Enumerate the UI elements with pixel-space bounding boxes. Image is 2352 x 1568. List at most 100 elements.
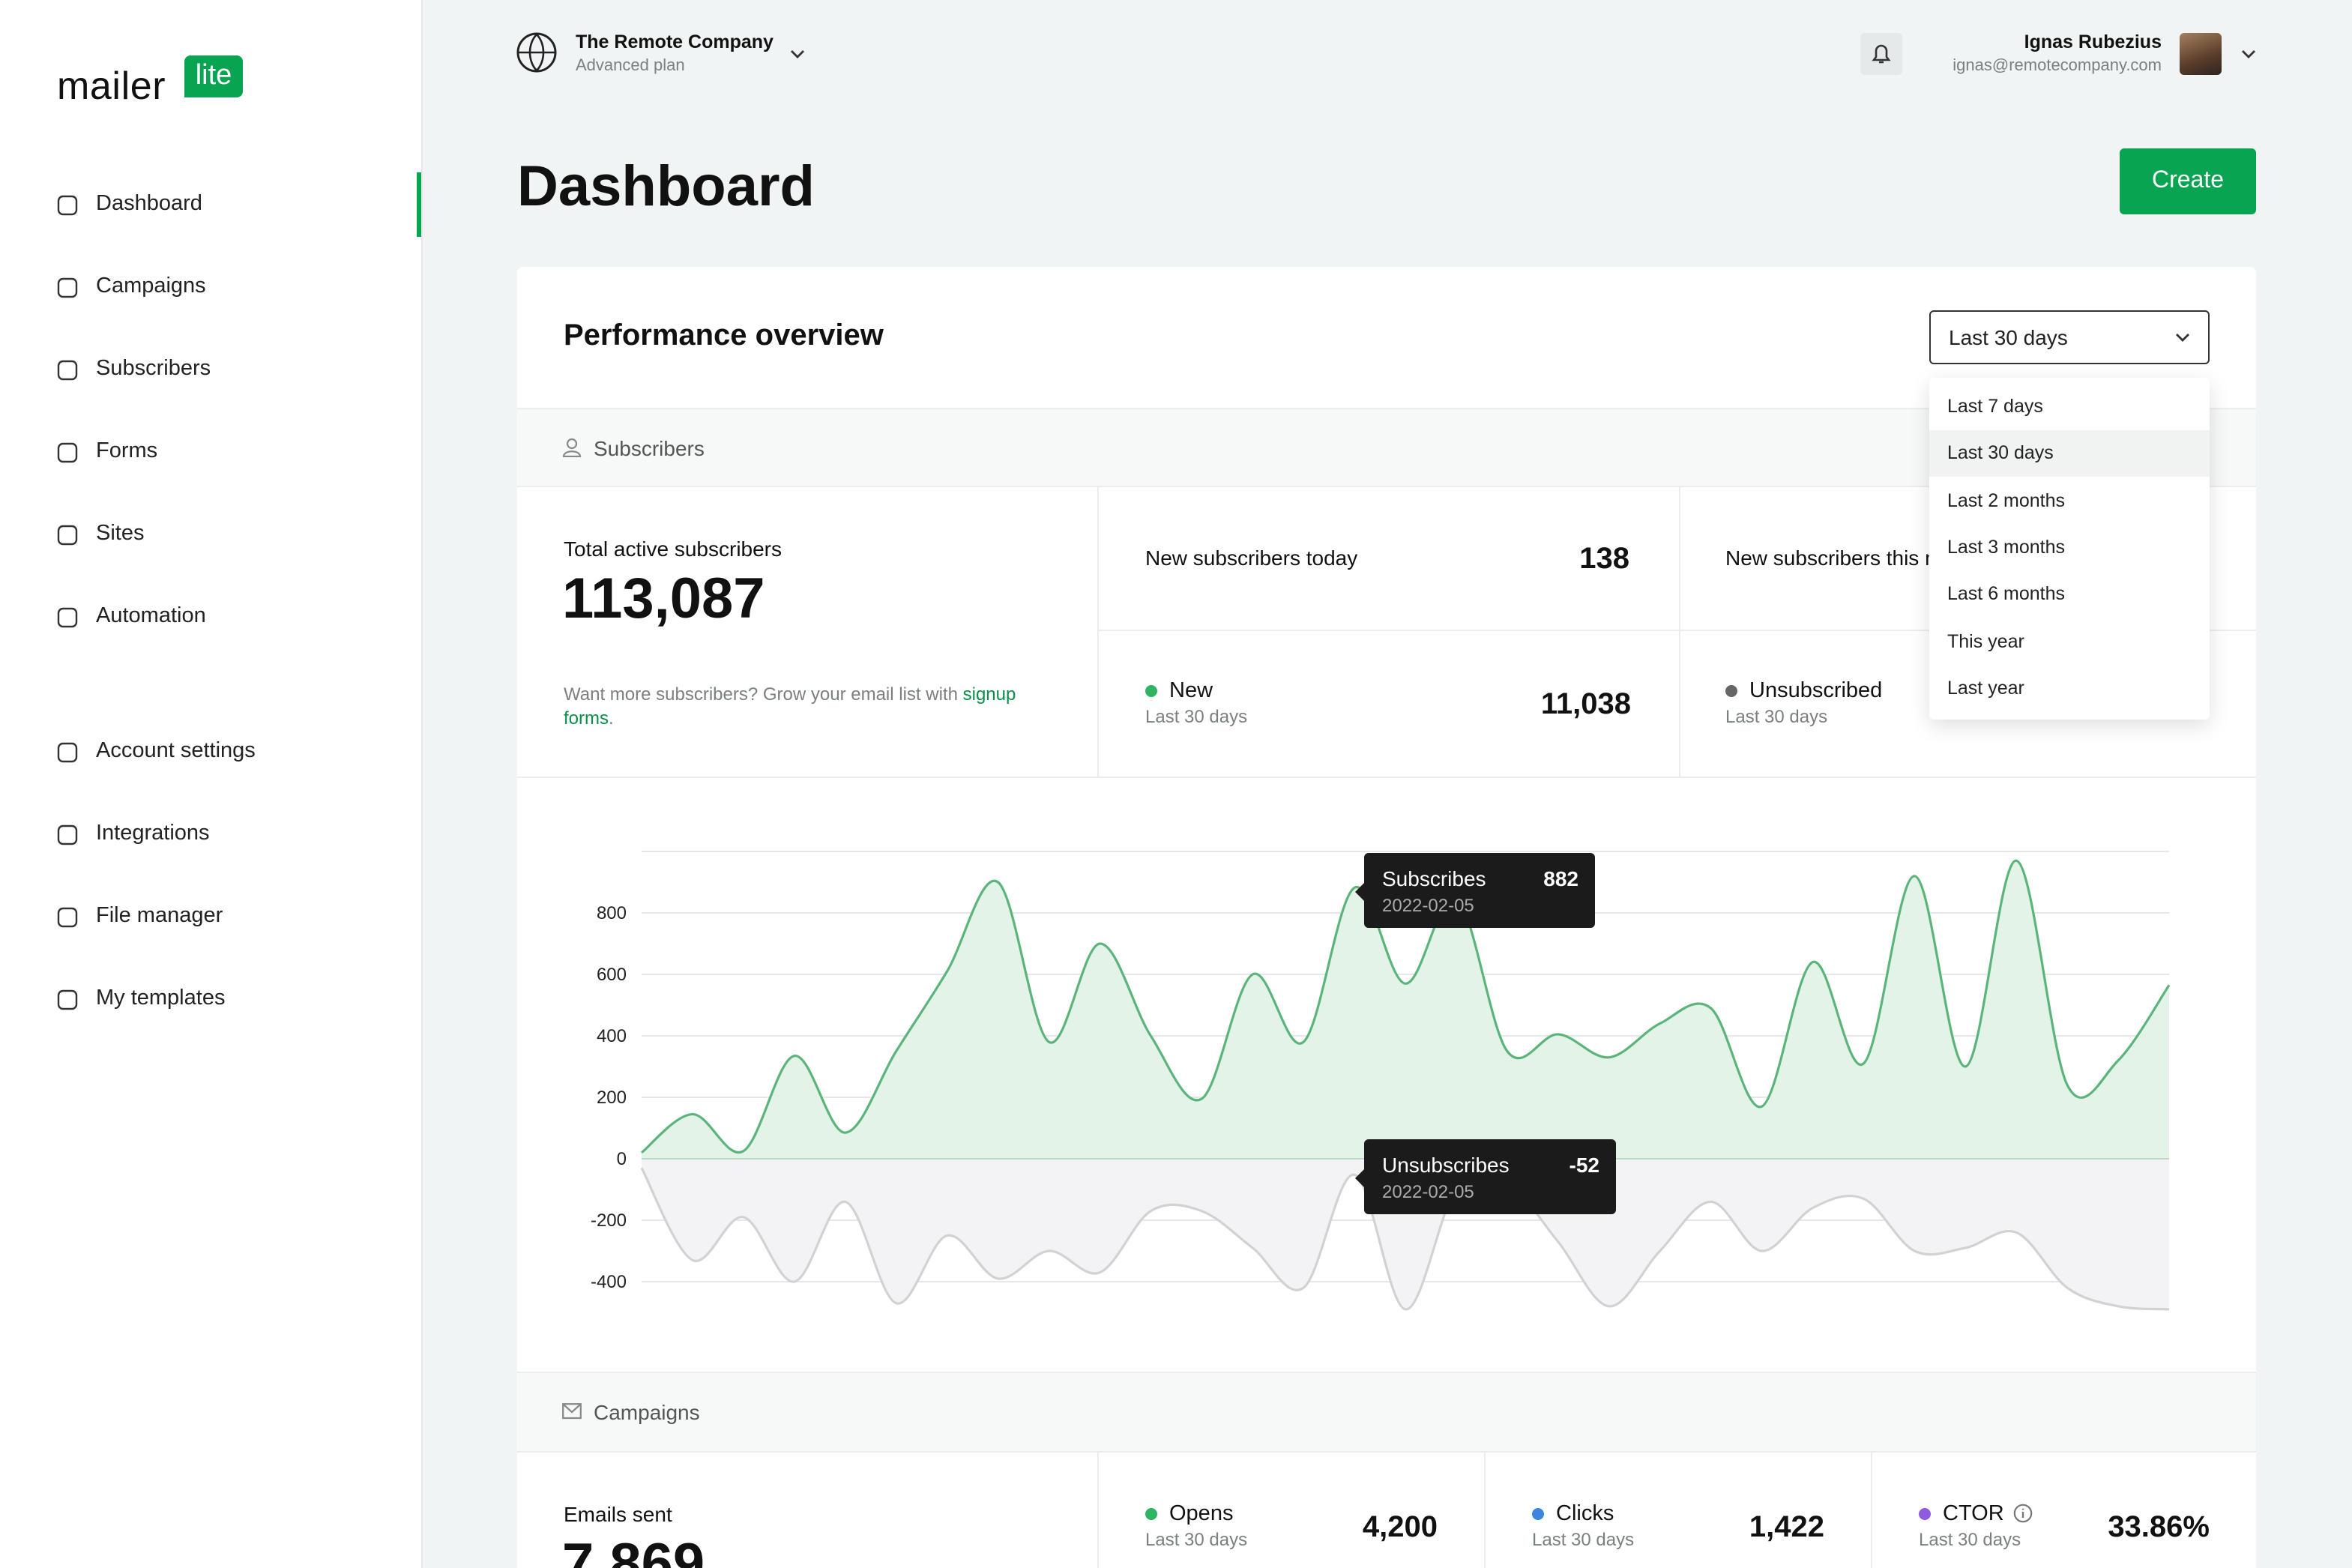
icon-shape (57, 442, 78, 463)
campaigns-icon (562, 1403, 582, 1420)
active-indicator (417, 172, 421, 237)
user-email: ignas@remotecompany.com (1953, 57, 2162, 75)
nav-item[interactable]: Subscribers (96, 357, 211, 381)
nav-icon (57, 607, 78, 628)
legend-dot (1725, 685, 1737, 697)
nav-item[interactable]: Sites (96, 522, 145, 546)
stat-period: Last 30 days (1145, 1529, 1248, 1550)
line (640, 859, 2171, 1154)
section-title: Campaigns (594, 1400, 700, 1424)
page-title: Dashboard (517, 156, 815, 219)
nav-icon (57, 442, 78, 463)
y-tick-label: 800 (597, 903, 627, 923)
y-tick-label: 600 (597, 965, 627, 985)
legend-dot (1532, 1508, 1544, 1520)
divider (1871, 1451, 1872, 1568)
icon-shape (57, 360, 78, 381)
y-tick-label: 200 (597, 1088, 627, 1108)
stat-value: 138 (1579, 543, 1629, 576)
legend-dot (1145, 685, 1157, 697)
user-name[interactable]: Ignas Rubezius (2024, 31, 2162, 52)
divider (1097, 1451, 1099, 1568)
nav-item[interactable]: Automation (96, 604, 206, 628)
company-chevron[interactable] (788, 46, 806, 61)
tooltip-date: 2022-02-05 (1382, 1181, 1474, 1202)
nav-item[interactable]: My templates (96, 986, 226, 1010)
stat-period: Last 30 days (1919, 1529, 2021, 1550)
legend-dot (1919, 1508, 1931, 1520)
stat-value: 33.86% (2108, 1511, 2210, 1544)
divider (1679, 486, 1680, 777)
user-avatar[interactable] (2180, 33, 2222, 75)
company-name[interactable]: The Remote Company (576, 31, 774, 52)
company-icon (516, 32, 557, 73)
tooltip-value: 882 (1543, 866, 1578, 890)
performance-card: Performance overview Last 30 days Subscr… (517, 267, 2256, 1568)
hint-text: Want more subscribers? Grow your email l… (564, 684, 958, 705)
range-option[interactable]: Last 30 days (1929, 430, 2210, 477)
icon-shape (57, 195, 78, 216)
stat-value: 1,422 (1749, 1511, 1824, 1544)
area (642, 1159, 2169, 1309)
icon-shape (57, 277, 78, 298)
range-select-value: Last 30 days (1949, 325, 2068, 349)
y-tick-label: 400 (597, 1026, 627, 1046)
user-chevron[interactable] (2240, 46, 2258, 61)
stat-label: Clicks (1556, 1502, 1614, 1526)
stat-value: 11,038 (1540, 688, 1631, 721)
range-select[interactable]: Last 30 days (1929, 310, 2210, 364)
divider (1484, 1451, 1486, 1568)
range-option[interactable]: Last 3 months (1947, 536, 2066, 558)
tooltip-value: -52 (1569, 1153, 1599, 1177)
icon-shape (57, 989, 78, 1010)
stat-label: Unsubscribed (1749, 679, 1883, 703)
nav-icon (57, 195, 78, 216)
range-option[interactable]: Last year (1947, 677, 2024, 699)
card-title: Performance overview (564, 319, 884, 352)
nav-item[interactable]: Account settings (96, 739, 256, 763)
section-title: Subscribers (594, 436, 705, 460)
range-option[interactable]: This year (1947, 630, 2024, 651)
tooltip-series: Subscribes (1382, 866, 1486, 890)
legend-dot (1145, 1508, 1157, 1520)
tooltip: Unsubscribes -52 2022-02-05 (1355, 1139, 1616, 1214)
sidebar: mailer lite Dashboard Campaigns Subscriber… (0, 0, 423, 1568)
nav-icon (57, 277, 78, 298)
nav-item[interactable]: Integrations (96, 821, 210, 845)
stat-value: 7,869 (562, 1534, 705, 1568)
nav-icon (57, 742, 78, 763)
y-tick-label: -200 (591, 1210, 627, 1231)
stat-label: New (1169, 679, 1213, 703)
bell-icon (1872, 44, 1891, 64)
line (640, 1167, 2170, 1311)
nav-item[interactable]: Campaigns (96, 274, 206, 298)
nav-item[interactable]: Dashboard (96, 192, 202, 216)
divider (1097, 630, 2256, 631)
nav-icon (57, 907, 78, 928)
hint: Want more subscribers? Grow your email l… (564, 684, 1051, 730)
notifications-button[interactable] (1860, 33, 1902, 75)
stat-period: Last 30 days (1532, 1529, 1635, 1550)
stat-value: 113,087 (562, 568, 765, 631)
tooltip-series: Unsubscribes (1382, 1153, 1510, 1177)
area (642, 860, 2169, 1159)
nav-icon (57, 824, 78, 845)
nav-item[interactable]: Forms (96, 439, 158, 463)
hint-link[interactable]: signup forms (564, 684, 1016, 728)
company-plan: Advanced plan (576, 57, 685, 75)
info-icon[interactable] (2013, 1504, 2033, 1523)
select-chevron (2176, 334, 2189, 342)
stat-period: Last 30 days (1145, 706, 1248, 727)
section-bar: Campaigns (517, 1372, 2256, 1453)
range-option[interactable]: Last 2 months (1947, 489, 2066, 511)
create-button[interactable]: Create (2120, 148, 2256, 214)
tooltip: Subscribes 882 2022-02-05 (1355, 853, 1595, 928)
y-tick-label: -400 (591, 1272, 627, 1292)
icon-shape (57, 907, 78, 928)
range-option[interactable]: Last 7 days (1947, 396, 2043, 417)
range-option[interactable]: Last 6 months (1947, 583, 2066, 605)
nav-item[interactable]: File manager (96, 904, 223, 928)
icon-shape (57, 525, 78, 546)
stat-label: CTOR (1943, 1502, 2004, 1526)
